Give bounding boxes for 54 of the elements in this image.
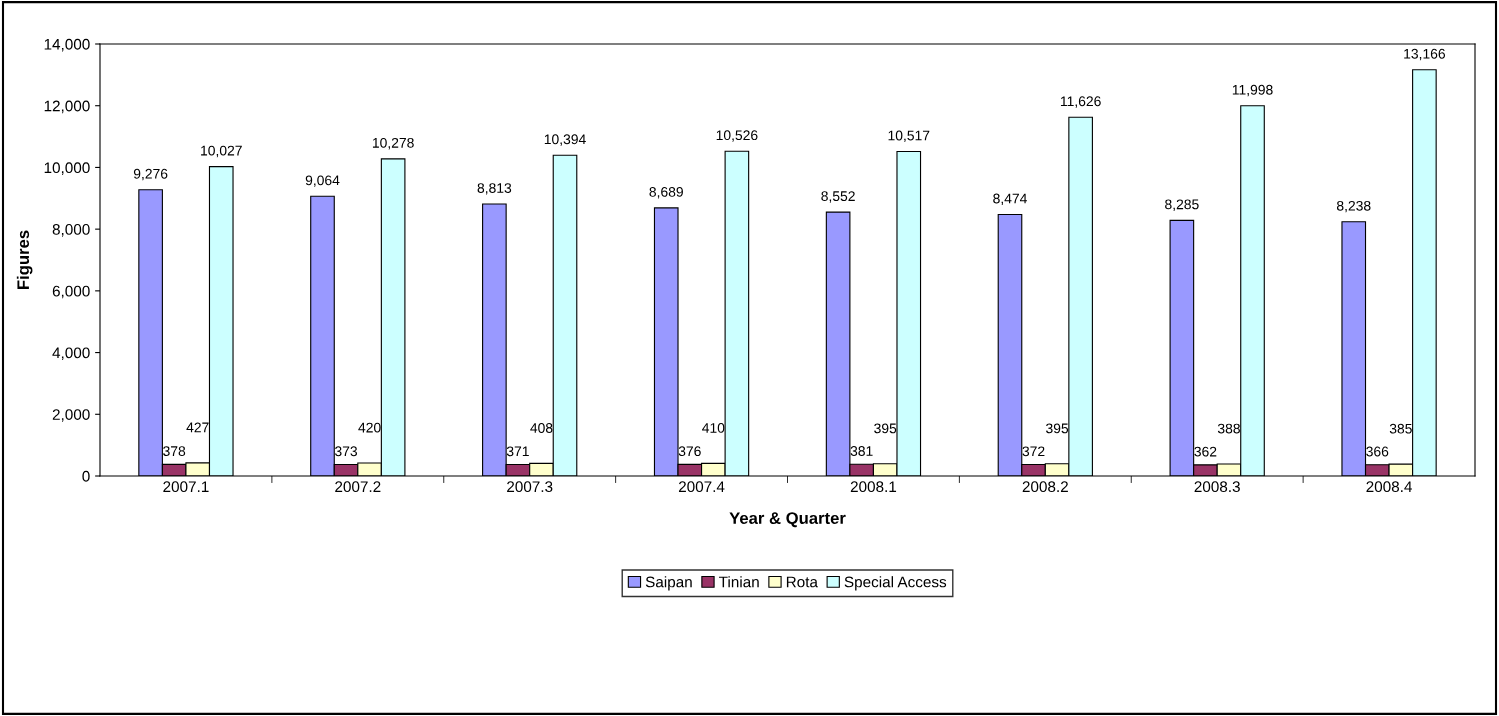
x-axis-title: Year & Quarter bbox=[729, 512, 846, 528]
x-tick-label: 2008.2 bbox=[1022, 481, 1068, 493]
data-label: 13,166 bbox=[1404, 48, 1446, 61]
data-label: 395 bbox=[1046, 423, 1069, 434]
y-tick-label: 12,000 bbox=[44, 100, 90, 114]
y-tick-label: 2,000 bbox=[52, 409, 90, 422]
data-label: 9,276 bbox=[133, 168, 168, 181]
data-label: 11,998 bbox=[1232, 84, 1273, 97]
legend-label: Rota bbox=[786, 576, 818, 588]
data-label: 10,278 bbox=[372, 137, 414, 150]
data-label: 10,526 bbox=[716, 130, 758, 142]
data-label: 388 bbox=[1217, 423, 1240, 434]
x-tick-label: 2008.3 bbox=[1194, 481, 1240, 493]
legend-label: Special Access bbox=[844, 576, 947, 591]
data-label: 427 bbox=[186, 422, 209, 433]
data-label: 373 bbox=[334, 446, 358, 457]
data-label: 366 bbox=[1366, 446, 1389, 457]
x-tick-label: 2007.4 bbox=[678, 481, 725, 493]
y-tick-label: 10,000 bbox=[44, 162, 90, 175]
data-label: 8,689 bbox=[649, 186, 683, 199]
x-tick-label: 2007.1 bbox=[163, 481, 209, 493]
data-label: 420 bbox=[358, 422, 381, 433]
data-label: 381 bbox=[850, 446, 873, 456]
data-label: 10,027 bbox=[201, 145, 242, 158]
x-tick-label: 2008.4 bbox=[1366, 481, 1412, 493]
data-label: 8,552 bbox=[821, 191, 855, 203]
data-label: 11,626 bbox=[1060, 96, 1101, 108]
data-label: 8,285 bbox=[1165, 199, 1199, 211]
data-label: 376 bbox=[678, 446, 701, 457]
data-label: 8,474 bbox=[993, 193, 1027, 206]
y-tick-label: 4,000 bbox=[52, 347, 90, 361]
y-axis-title: Figures bbox=[16, 230, 33, 289]
y-tick-label: 8,000 bbox=[52, 224, 90, 237]
data-label: 10,517 bbox=[888, 130, 930, 143]
legend-label: Saipan bbox=[645, 576, 692, 591]
x-tick-label: 2007.3 bbox=[507, 481, 553, 493]
data-label: 362 bbox=[1194, 446, 1217, 457]
y-tick-label: 6,000 bbox=[52, 285, 90, 299]
data-label: 378 bbox=[163, 446, 186, 457]
data-label: 410 bbox=[702, 422, 725, 433]
data-label: 9,064 bbox=[305, 175, 340, 187]
data-label: 385 bbox=[1389, 423, 1412, 434]
data-label: 371 bbox=[506, 446, 529, 457]
data-label: 8,238 bbox=[1336, 200, 1371, 213]
data-label: 10,394 bbox=[544, 134, 586, 146]
legend-label: Tinian bbox=[719, 576, 759, 588]
data-label: 395 bbox=[874, 423, 897, 434]
data-label: 372 bbox=[1022, 446, 1045, 457]
y-tick-label: 14,000 bbox=[44, 38, 90, 52]
data-label: 408 bbox=[530, 423, 553, 433]
data-label: 8,813 bbox=[477, 183, 512, 195]
x-tick-label: 2008.1 bbox=[850, 481, 897, 493]
x-tick-label: 2007.2 bbox=[335, 481, 381, 493]
y-tick-label: 0 bbox=[82, 470, 90, 482]
